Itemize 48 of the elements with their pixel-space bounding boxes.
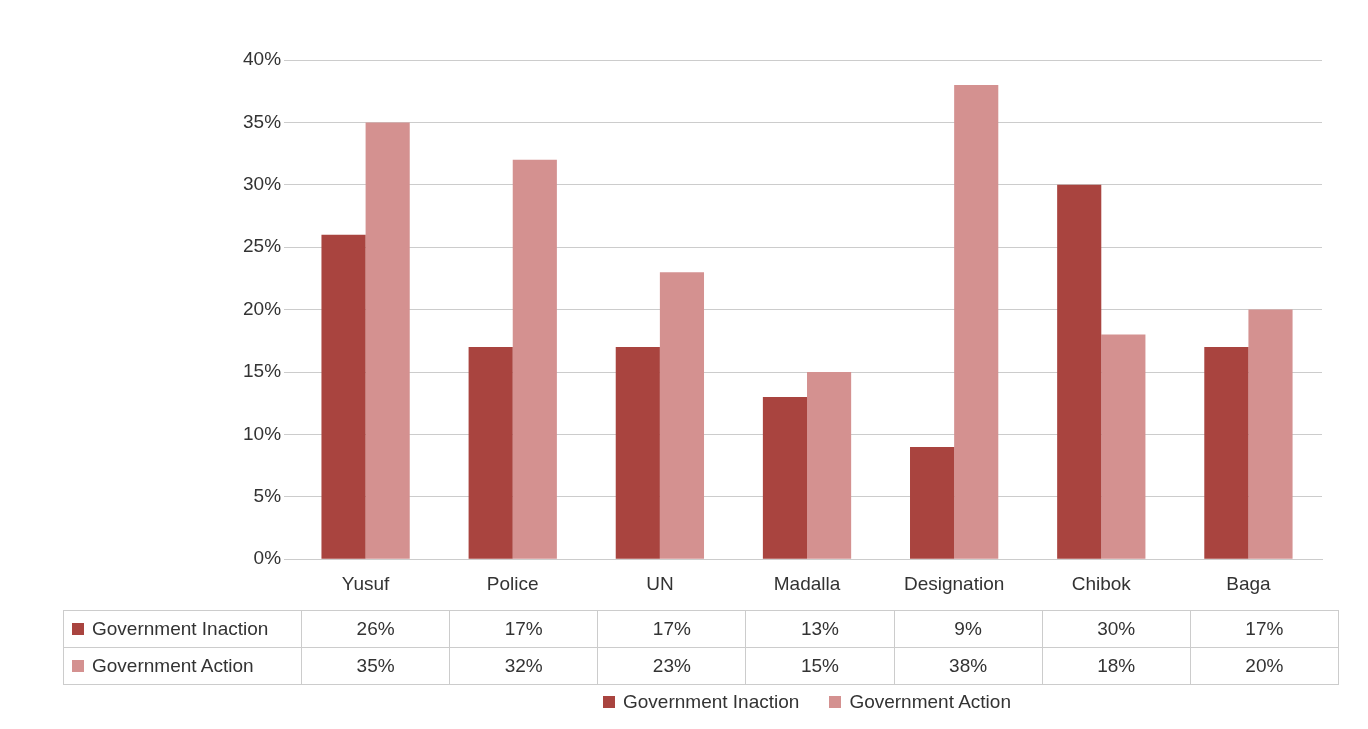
bar [1057, 184, 1102, 559]
bar [321, 234, 366, 559]
y-tick-label: 15% [243, 360, 282, 382]
bar [1101, 334, 1146, 559]
x-tick-label: Chibok [1071, 572, 1132, 594]
bar [1248, 309, 1293, 559]
x-tick-label: Police [486, 572, 539, 594]
bar [1204, 347, 1249, 559]
data-label: 38% [894, 647, 1043, 685]
bar [659, 272, 705, 559]
text: Government Action [92, 655, 254, 676]
data-label: 15% [745, 647, 895, 685]
x-tick-label: Yusuf [341, 572, 391, 594]
data-label: 17% [449, 610, 598, 648]
y-tick-label: 35% [243, 110, 282, 132]
data-label: 23% [597, 647, 746, 685]
x-tick-label: Madalla [773, 572, 841, 594]
legend-label: Government Action [848, 691, 1011, 713]
data-label: 26% [301, 610, 450, 648]
bar [807, 372, 852, 559]
y-tick-label: 25% [243, 235, 282, 257]
x-tick-label: UN [646, 572, 674, 594]
bar [468, 347, 513, 559]
y-tick-label: 10% [243, 422, 282, 444]
legend-label: Government Inaction [63, 610, 302, 648]
x-tick-label: Designation [903, 572, 1005, 594]
data-label: 32% [449, 647, 598, 685]
data-label: 13% [745, 610, 895, 648]
bar [910, 446, 955, 559]
bar [954, 84, 999, 559]
data-label: 17% [1190, 610, 1339, 648]
y-tick-label: 30% [243, 173, 282, 195]
data-label: 18% [1042, 647, 1191, 685]
y-tick-label: 20% [243, 297, 282, 319]
data-label: 20% [1190, 647, 1339, 685]
y-tick-label: 40% [243, 48, 282, 70]
data-label: 30% [1042, 610, 1191, 648]
x-tick-label: Baga [1226, 572, 1272, 594]
bar [615, 347, 660, 559]
data-label: 35% [301, 647, 450, 685]
data-label: 9% [894, 610, 1043, 648]
y-tick-label: 5% [253, 485, 282, 507]
bar [512, 159, 557, 559]
y-tick-label: 0% [253, 547, 282, 569]
text: Government Inaction [623, 691, 800, 712]
bar [762, 396, 808, 559]
data-label: 17% [597, 610, 746, 648]
bar [365, 122, 410, 559]
